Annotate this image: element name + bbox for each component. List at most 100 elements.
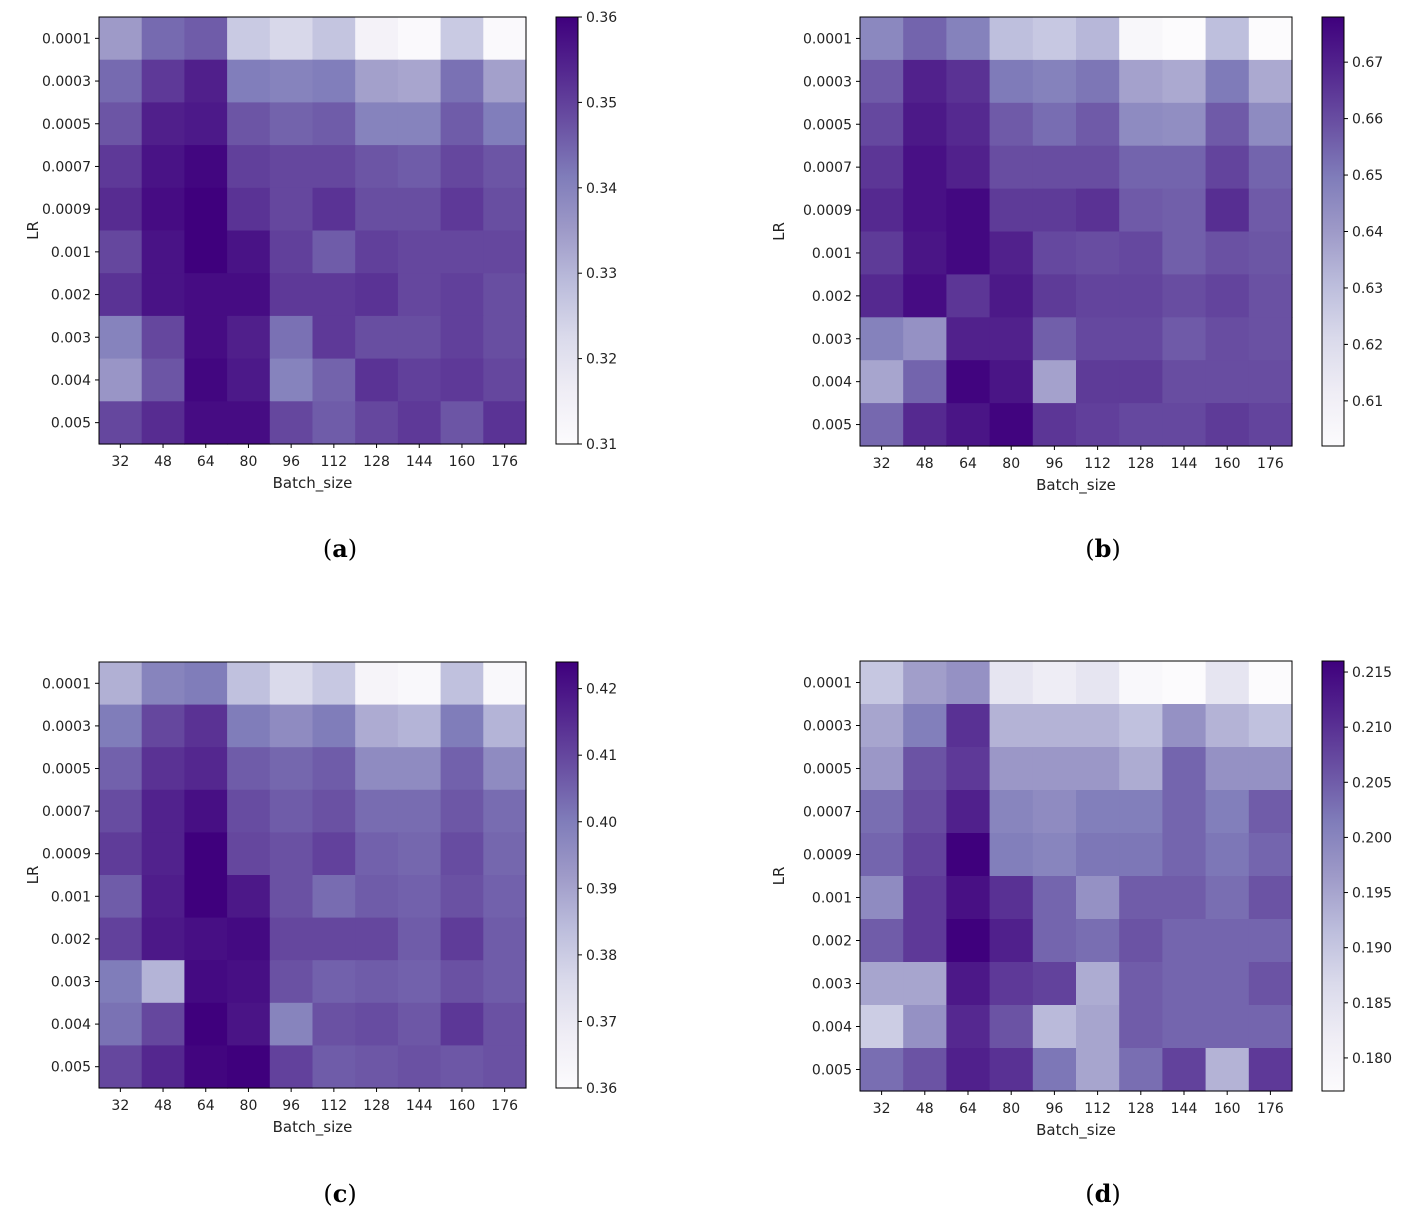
colorbar-tick-label: 0.64	[1352, 225, 1383, 241]
heatmap-cell	[903, 790, 947, 834]
caption-letter: c	[333, 1179, 348, 1208]
heatmap-cell	[989, 962, 1034, 1006]
heatmap-cell	[269, 17, 314, 61]
heatmap-cell	[1119, 317, 1163, 361]
heatmap-cell	[1032, 876, 1077, 920]
heatmap-cell	[989, 403, 1034, 447]
heatmap-cell	[227, 273, 271, 317]
heatmap-cell	[1076, 790, 1120, 834]
y-tick-label: 0.001	[812, 891, 852, 907]
heatmap-cell	[989, 1005, 1034, 1049]
heatmap-cell	[989, 317, 1034, 361]
heatmap-cell	[440, 187, 484, 232]
heatmap-cell	[397, 789, 442, 833]
heatmap-cell	[989, 1048, 1034, 1092]
x-axis-label: Batch_size	[1036, 476, 1116, 495]
x-axis-label: Batch_size	[273, 1118, 353, 1137]
heatmap-cell	[1205, 919, 1250, 963]
heatmap-cell	[1248, 661, 1293, 705]
heatmap-cell	[141, 917, 185, 961]
heatmap-cell	[1032, 188, 1077, 233]
heatmap-cell	[1032, 102, 1077, 147]
heatmap-cell	[860, 188, 904, 233]
heatmap-cell	[1076, 1048, 1120, 1092]
colorbar-tick-label: 0.40	[586, 815, 617, 831]
y-tick-label: 0.005	[51, 1060, 91, 1076]
x-tick-label: 144	[406, 1098, 433, 1114]
y-tick-label: 0.0003	[42, 74, 91, 90]
x-tick-label: 112	[320, 454, 347, 470]
heatmap-cell	[440, 102, 484, 146]
x-tick-label: 80	[240, 454, 258, 470]
heatmap-cell	[946, 704, 991, 748]
heatmap-cell	[440, 145, 484, 189]
heatmap-cell	[989, 833, 1034, 877]
heatmap-cell	[1119, 403, 1163, 447]
y-tick-label: 0.003	[51, 330, 91, 346]
heatmap-cell	[269, 401, 314, 445]
heatmap-cell	[1205, 360, 1250, 404]
heatmap-cell	[397, 917, 442, 961]
heatmap-cell	[141, 875, 185, 919]
heatmap-cell	[355, 832, 399, 876]
heatmap-cell	[860, 876, 904, 920]
heatmap-cell	[860, 661, 904, 705]
heatmap-cell	[312, 17, 356, 61]
heatmap-cell	[860, 360, 904, 404]
heatmap-cell	[184, 789, 228, 833]
heatmap-cell	[227, 59, 271, 103]
y-tick-label: 0.0007	[42, 804, 91, 820]
heatmap-cell	[184, 17, 228, 61]
heatmap-cell	[184, 832, 228, 876]
y-axis-label: LR	[24, 866, 42, 885]
heatmap-cell	[903, 1005, 947, 1049]
heatmap-cell	[99, 230, 143, 274]
heatmap-cell	[1032, 704, 1077, 748]
heatmap-panel: 0.0001 0.0003 0.0005 0.0007 0.0009 0.001 0.002…	[770, 16, 1383, 563]
x-tick-label: 176	[491, 454, 518, 470]
heatmap-cell	[227, 230, 271, 274]
x-tick-label: 32	[873, 1101, 891, 1117]
heatmap-cell	[440, 315, 484, 360]
heatmap-cell	[312, 832, 356, 876]
heatmap-cell	[1248, 145, 1293, 190]
heatmap-cell	[141, 59, 185, 103]
x-tick-label: 144	[1171, 456, 1198, 472]
heatmap-cell	[269, 789, 314, 833]
heatmap-cell	[1032, 747, 1077, 791]
plot-frame	[98, 661, 527, 1089]
heatmap-cell	[141, 273, 185, 317]
heatmap-cell	[141, 401, 185, 445]
y-tick-label: 0.003	[812, 977, 852, 993]
colorbar-tick-label: 0.185	[1352, 996, 1392, 1012]
colorbar-tick-label: 0.62	[1352, 337, 1383, 353]
heatmap-cell	[1205, 59, 1250, 104]
heatmap-cell	[397, 1002, 442, 1046]
heatmap-cell	[860, 403, 904, 447]
heatmap-cell	[1205, 962, 1250, 1006]
heatmap-cell	[1076, 403, 1120, 447]
heatmap-cell	[99, 875, 143, 919]
heatmap-cell	[1032, 1005, 1077, 1049]
heatmap-cell	[1205, 317, 1250, 361]
heatmap-cell	[946, 790, 991, 834]
heatmap-cell	[99, 1045, 143, 1089]
heatmap-cell	[397, 960, 442, 1004]
heatmap-cell	[1076, 833, 1120, 877]
heatmap-cell	[269, 1002, 314, 1046]
heatmap-cell	[227, 917, 271, 961]
heatmap-cell	[99, 358, 143, 402]
heatmap-cell	[1162, 59, 1207, 104]
colorbar-tick-label: 0.34	[586, 181, 617, 197]
heatmap-cell	[946, 1005, 991, 1049]
heatmap-cell	[903, 1048, 947, 1092]
x-tick-label: 48	[154, 454, 172, 470]
heatmap-cell	[141, 662, 185, 706]
heatmap-cell	[483, 145, 527, 189]
heatmap-cell	[312, 1045, 356, 1089]
heatmap-cell	[483, 1045, 527, 1089]
y-tick-label: 0.005	[812, 418, 852, 434]
heatmap-cell	[227, 401, 271, 445]
colorbar-tick-label: 0.32	[586, 352, 617, 368]
heatmap-cell	[184, 273, 228, 317]
